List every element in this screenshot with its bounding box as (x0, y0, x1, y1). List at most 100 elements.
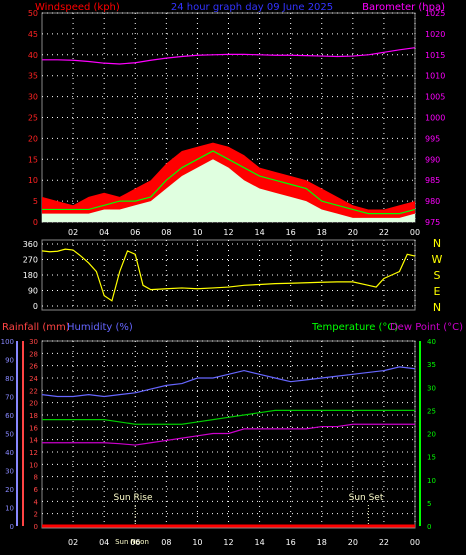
hour-tick-label: 10 (192, 228, 202, 237)
hour-tick-label: 02 (68, 228, 78, 237)
wind-tick-label: 35 (28, 72, 38, 81)
hour-tick-label: 14 (254, 538, 264, 547)
wind-direction-line (41, 248, 416, 302)
hour-tick-label: 10 (192, 538, 202, 547)
hour-tick-label: 20 (348, 538, 358, 547)
temperature-tick-label: 35 (427, 361, 436, 369)
wind-tick-label: 15 (28, 155, 38, 164)
barometer-axis-label: Barometer (hpa) (362, 2, 445, 13)
sun-set-label: Sun Set (349, 493, 384, 503)
hour-tick-label: 06 (130, 228, 140, 237)
barometer-tick-label: 1000 (425, 114, 445, 123)
direction-series (41, 248, 416, 302)
direction-tick-label: 90 (28, 287, 38, 296)
humidity-tick-label: 50 (5, 431, 14, 439)
rain-tick-label: 4 (34, 498, 39, 506)
hour-tick-label: 00 (410, 228, 420, 237)
hour-tick-label: 20 (348, 228, 358, 237)
humidity-axis-label: Humidity (%) (67, 322, 133, 333)
rain-tick-label: 14 (29, 437, 38, 445)
barometer-tick-label: 995 (425, 134, 440, 143)
temperature-tick-label: 0 (427, 523, 431, 531)
compass-label: S (434, 269, 441, 282)
direction-grid (42, 240, 416, 310)
temperature-tick-label: 25 (427, 407, 436, 415)
speed-area (42, 159, 415, 222)
humidity-tick-label: 30 (5, 468, 14, 476)
sun-rise-label: Sun Rise (114, 493, 153, 503)
rain-tick-label: 10 (29, 461, 38, 469)
barometer-tick-label: 1020 (425, 30, 445, 39)
hour-tick-label: 16 (286, 538, 296, 547)
wind-tick-label: 25 (28, 114, 38, 123)
barometer-tick-label: 980 (425, 197, 440, 206)
sun-noon-label: Sun Noon (115, 538, 149, 546)
barometer-tick-label: 990 (425, 155, 440, 164)
rain-tick-label: 24 (29, 375, 38, 383)
hour-tick-label: 18 (317, 228, 327, 237)
average-wind-line (42, 150, 416, 215)
wind-tick-label: 30 (28, 93, 38, 102)
wind-tick-label: 10 (28, 176, 38, 185)
hour-tick-label: 02 (68, 538, 78, 547)
wind-tick-label: 40 (28, 51, 38, 60)
wind-tick-label: 20 (28, 134, 38, 143)
compass-label: E (434, 285, 441, 298)
humidity-tick-label: 0 (10, 523, 14, 531)
rain-tick-label: 20 (29, 400, 38, 408)
wind-ticks: 0510152025303540455097598098599099510001… (28, 9, 446, 237)
humidity-tick-label: 40 (5, 449, 14, 457)
wind-tick-label: 50 (28, 9, 38, 18)
dewpoint-axis-label: Dew Point (°C) (390, 322, 463, 333)
temperature-tick-label: 10 (427, 477, 436, 485)
climate-ticks: 0102030405060708090100024681012141618202… (1, 338, 436, 547)
direction-tick-label: 360 (23, 240, 38, 249)
humidity-tick-label: 70 (5, 394, 14, 402)
barometer-tick-label: 985 (425, 176, 440, 185)
hour-tick-label: 00 (410, 538, 420, 547)
rain-tick-label: 8 (34, 474, 38, 482)
rain-tick-label: 30 (29, 338, 38, 346)
barometer-line (42, 47, 416, 65)
rain-tick-label: 6 (34, 486, 39, 494)
humidity-tick-label: 90 (5, 357, 14, 365)
hour-tick-label: 16 (286, 228, 296, 237)
humidity-tick-label: 100 (1, 338, 14, 346)
barometer-tick-label: 975 (425, 218, 440, 227)
barometer-tick-label: 1025 (425, 9, 445, 18)
temperature-tick-label: 5 (427, 500, 431, 508)
hour-tick-label: 14 (254, 228, 264, 237)
rain-tick-label: 12 (29, 449, 38, 457)
barometer-tick-label: 1010 (425, 72, 445, 81)
temperature-axis-label: Temperature (°C) (311, 322, 398, 333)
hour-tick-label: 08 (161, 538, 171, 547)
rainfall-axis-label: Rainfall (mm) (2, 322, 70, 333)
rain-tick-label: 22 (29, 387, 38, 395)
wind-tick-label: 45 (28, 30, 38, 39)
hour-tick-label: 18 (317, 538, 327, 547)
rain-tick-label: 16 (29, 424, 38, 432)
direction-tick-label: 180 (23, 271, 38, 280)
temperature-tick-label: 40 (427, 338, 436, 346)
temperature-line (42, 409, 415, 425)
hour-tick-label: 12 (223, 538, 233, 547)
barometer-tick-label: 1015 (425, 51, 445, 60)
temperature-tick-label: 15 (427, 454, 436, 462)
hour-tick-label: 12 (223, 228, 233, 237)
rain-tick-label: 18 (29, 412, 38, 420)
compass-label: W (432, 253, 443, 266)
chart-title: 24 hour graph day 09 June 2025 (171, 2, 333, 13)
barometer-tick-label: 1005 (425, 93, 445, 102)
direction-tick-label: 0 (33, 302, 38, 311)
climate-grid (42, 340, 416, 527)
wind-axis-label: Windspeed (kph) (35, 2, 120, 13)
wind-series (42, 47, 416, 222)
hour-tick-label: 04 (99, 538, 109, 547)
hour-tick-label: 22 (379, 228, 389, 237)
hour-tick-label: 06 (130, 538, 140, 547)
humidity-tick-label: 10 (5, 505, 14, 513)
dewpoint-line (42, 423, 415, 446)
climate-series (41, 366, 416, 528)
humidity-tick-label: 20 (5, 486, 14, 494)
